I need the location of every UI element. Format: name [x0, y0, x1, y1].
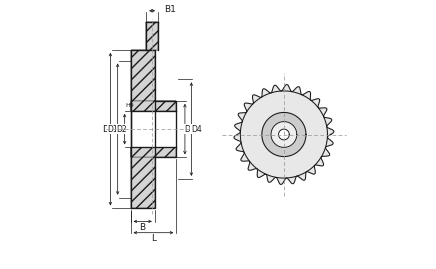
Polygon shape: [130, 147, 176, 157]
Polygon shape: [130, 157, 155, 208]
Polygon shape: [130, 101, 176, 111]
Text: B: B: [140, 223, 146, 232]
Polygon shape: [130, 147, 176, 157]
Text: L: L: [151, 234, 156, 243]
Polygon shape: [262, 112, 306, 157]
Polygon shape: [130, 147, 155, 157]
Polygon shape: [130, 157, 155, 208]
Polygon shape: [130, 111, 176, 147]
Polygon shape: [130, 50, 155, 101]
Polygon shape: [130, 101, 155, 111]
Polygon shape: [125, 111, 179, 147]
Text: H9: H9: [126, 102, 134, 108]
Text: D: D: [102, 125, 109, 134]
Polygon shape: [271, 122, 297, 147]
Polygon shape: [146, 22, 158, 50]
Text: D3: D3: [184, 125, 195, 134]
Polygon shape: [130, 101, 176, 111]
Polygon shape: [234, 84, 334, 185]
Polygon shape: [279, 129, 289, 140]
Polygon shape: [146, 22, 158, 50]
Text: D4: D4: [191, 125, 201, 134]
Polygon shape: [130, 101, 155, 111]
Text: B1: B1: [164, 5, 176, 14]
Polygon shape: [130, 101, 176, 111]
Polygon shape: [130, 147, 176, 157]
Text: D1: D1: [108, 125, 118, 134]
Text: D2: D2: [116, 125, 127, 134]
Polygon shape: [130, 50, 155, 101]
Polygon shape: [130, 147, 155, 157]
